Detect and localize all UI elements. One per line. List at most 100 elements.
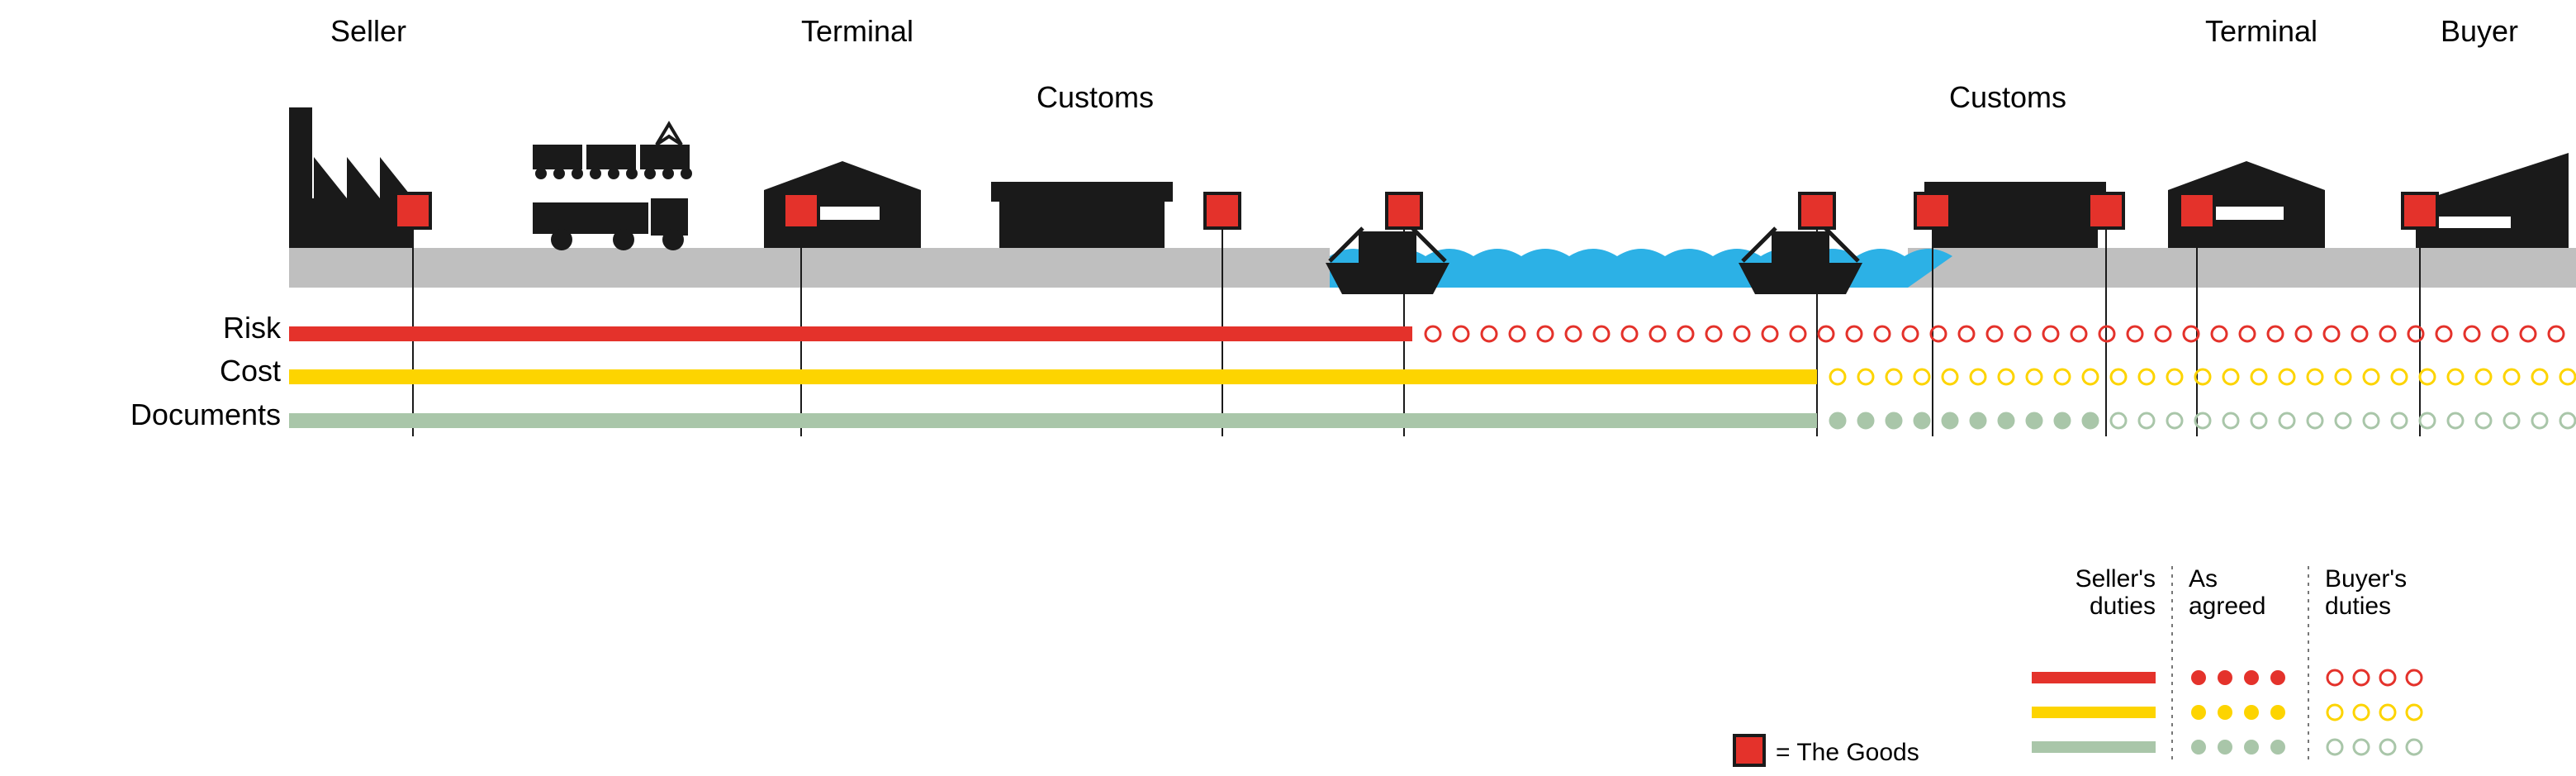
risk-dot (1987, 326, 2002, 341)
documents-dot (2251, 413, 2266, 428)
incoterm-diagram: SellerTerminalCustomsCustomsTerminalBuye… (0, 0, 2576, 776)
cost-dot (2139, 369, 2154, 384)
legend-agreed-dot (2191, 670, 2206, 685)
documents-dot (2083, 413, 2098, 428)
stage-label: Seller (330, 14, 406, 48)
documents-dot (2448, 413, 2463, 428)
legend-buyer-dot (2354, 705, 2369, 720)
risk-dot (2212, 326, 2227, 341)
risk-dot (2380, 326, 2395, 341)
risk-dot (2128, 326, 2142, 341)
stage-label: Customs (1949, 80, 2066, 114)
legend-title-agreed: Asagreed (2189, 565, 2265, 620)
risk-dot (2043, 326, 2058, 341)
legend-agreed-dot (2244, 740, 2259, 755)
documents-dot (2560, 413, 2575, 428)
risk-dot (2493, 326, 2507, 341)
documents-dot (2055, 413, 2070, 428)
cost-dot (2083, 369, 2098, 384)
documents-dot (2167, 413, 2182, 428)
risk-dot (2296, 326, 2311, 341)
stage-label: Buyer (2441, 14, 2518, 48)
goods-marker (2089, 193, 2123, 228)
risk-dot (2465, 326, 2479, 341)
legend-agreed-dot (2191, 740, 2206, 755)
cost-seller-bar (289, 369, 1817, 384)
risk-dot (2324, 326, 2339, 341)
cost-dot (2336, 369, 2351, 384)
risk-dot (1706, 326, 1721, 341)
ground-right (1908, 248, 2576, 288)
cost-dot (2504, 369, 2519, 384)
legend-buyer-dot (2327, 670, 2342, 685)
goods-marker (2403, 193, 2437, 228)
legend-goods-marker (1734, 736, 1764, 765)
legend-buyer-dot (2380, 705, 2395, 720)
cost-dot (2420, 369, 2435, 384)
legend-buyer-dot (2407, 670, 2422, 685)
risk-dot (1791, 326, 1805, 341)
risk-dot (1538, 326, 1553, 341)
risk-dot (1566, 326, 1581, 341)
stage-label: Customs (1037, 80, 1154, 114)
legend-buyer-dot (2380, 740, 2395, 755)
risk-dot (2549, 326, 2564, 341)
legend: Seller'sdutiesAsagreedBuyer'sduties (2032, 565, 2422, 759)
documents-dot (2279, 413, 2294, 428)
risk-dot (2408, 326, 2423, 341)
risk-dot (1959, 326, 1974, 341)
cost-dot (2251, 369, 2266, 384)
risk-dot (1482, 326, 1497, 341)
stage-label: Terminal (2205, 14, 2317, 48)
risk-dot (1903, 326, 1918, 341)
risk-dot (1426, 326, 1440, 341)
risk-dot (1678, 326, 1693, 341)
documents-dot (1943, 413, 1957, 428)
legend-goods-text: = The Goods (1776, 739, 1919, 766)
cost-row-label: Cost (220, 354, 281, 388)
legend-agreed-dot (2191, 705, 2206, 720)
documents-dot (2336, 413, 2351, 428)
legend-agreed-dot (2270, 705, 2285, 720)
legend-agreed-dot (2218, 705, 2232, 720)
documents-dot (1999, 413, 2014, 428)
ground-left (289, 248, 1330, 288)
risk-dot (2352, 326, 2367, 341)
risk-dot (1622, 326, 1637, 341)
cost-dot (2027, 369, 2042, 384)
goods-marker (1800, 193, 1834, 228)
cost-dot (2055, 369, 2070, 384)
cost-dot (1830, 369, 1845, 384)
risk-dot (2071, 326, 2086, 341)
risk-dot (2015, 326, 2030, 341)
cost-dot (2560, 369, 2575, 384)
goods-marker (1915, 193, 1950, 228)
risk-seller-bar (289, 326, 1412, 341)
legend-agreed-dot (2270, 740, 2285, 755)
risk-dot (1734, 326, 1749, 341)
risk-dot (1819, 326, 1834, 341)
goods-marker (1387, 193, 1421, 228)
documents-dot (2223, 413, 2238, 428)
legend-agreed-dot (2218, 670, 2232, 685)
legend-buyer-dot (2327, 705, 2342, 720)
risk-dot (2240, 326, 2255, 341)
risk-dot (1847, 326, 1862, 341)
cost-dot (1914, 369, 1929, 384)
risk-dot (1510, 326, 1525, 341)
documents-dot (1914, 413, 1929, 428)
risk-dot (1594, 326, 1609, 341)
documents-dot (1858, 413, 1873, 428)
legend-buyer-dot (2380, 670, 2395, 685)
documents-dot (1971, 413, 1985, 428)
legend-seller-bar (2032, 707, 2156, 718)
goods-marker (2180, 193, 2214, 228)
legend-buyer-dot (2407, 705, 2422, 720)
documents-dot (2364, 413, 2379, 428)
legend-buyer-dot (2354, 670, 2369, 685)
documents-dot (2027, 413, 2042, 428)
documents-dot (2392, 413, 2407, 428)
cost-dot (2308, 369, 2322, 384)
legend-agreed-dot (2218, 740, 2232, 755)
documents-dot (2504, 413, 2519, 428)
